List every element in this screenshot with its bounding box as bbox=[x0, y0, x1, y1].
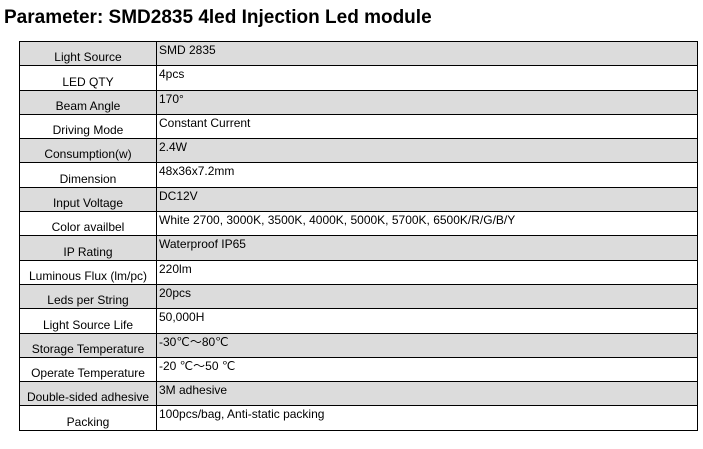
spec-table: Light Source SMD 2835 LED QTY 4pcs Beam Angl… bbox=[19, 40, 698, 431]
param-name: Color availbel bbox=[19, 211, 157, 237]
param-value: -20 ℃～50 ℃ bbox=[156, 356, 698, 383]
table-row: Light Source Life 50,000H bbox=[19, 308, 698, 334]
param-name: LED QTY bbox=[19, 65, 157, 91]
param-value: Constant Current bbox=[156, 113, 698, 140]
param-value: SMD 2835 bbox=[156, 40, 698, 67]
param-name: IP Rating bbox=[19, 235, 157, 261]
table-row: Storage Temperature -30℃～80℃ bbox=[19, 332, 698, 358]
param-value: 50,000H bbox=[156, 308, 698, 334]
param-value: 20pcs bbox=[156, 283, 698, 310]
param-name: Double-sided adhesive bbox=[19, 381, 157, 407]
table-row: Operate Temperature -20 ℃～50 ℃ bbox=[19, 356, 698, 383]
param-name: Dimension bbox=[19, 162, 157, 188]
table-row: Light Source SMD 2835 bbox=[19, 40, 698, 67]
param-name: Luminous Flux (lm/pc) bbox=[19, 259, 157, 285]
param-value: 2.4W bbox=[156, 138, 698, 164]
param-value: 100pcs/bag, Anti-static packing bbox=[156, 405, 698, 431]
table-row: Driving Mode Constant Current bbox=[19, 113, 698, 140]
title: Parameter: SMD2835 4led Injection Led mo… bbox=[4, 7, 432, 28]
param-name: Driving Mode bbox=[19, 113, 157, 140]
table-body: Light Source SMD 2835 LED QTY 4pcs Beam Angl… bbox=[19, 40, 698, 431]
param-name: Packing bbox=[19, 405, 157, 431]
table-row: Input Voltage DC12V bbox=[19, 186, 698, 213]
param-value: 170° bbox=[156, 89, 698, 115]
table-row: Beam Angle 170° bbox=[19, 89, 698, 115]
param-value: DC12V bbox=[156, 186, 698, 213]
param-value: 220lm bbox=[156, 259, 698, 285]
param-value: White 2700, 3000K, 3500K, 4000K, 5000K, … bbox=[156, 211, 698, 237]
table-row: Dimension 48x36x7.2mm bbox=[19, 162, 698, 188]
param-name: Consumption(w) bbox=[19, 138, 157, 164]
param-value: 3M adhesive bbox=[156, 381, 698, 407]
table-row: Consumption(w) 2.4W bbox=[19, 138, 698, 164]
table-row: Leds per String 20pcs bbox=[19, 283, 698, 310]
param-name: Input Voltage bbox=[19, 186, 157, 213]
param-value: -30℃～80℃ bbox=[156, 332, 698, 358]
table-row: Luminous Flux (lm/pc) 220lm bbox=[19, 259, 698, 285]
param-name: Leds per String bbox=[19, 283, 157, 310]
table-row: IP Rating Waterproof IP65 bbox=[19, 235, 698, 261]
table-row: Double-sided adhesive 3M adhesive bbox=[19, 381, 698, 407]
param-name: Light Source bbox=[19, 40, 157, 67]
param-name: Operate Temperature bbox=[19, 356, 157, 383]
table-row: LED QTY 4pcs bbox=[19, 65, 698, 91]
param-name: Storage Temperature bbox=[19, 332, 157, 358]
table-row: Color availbel White 2700, 3000K, 3500K, … bbox=[19, 211, 698, 237]
param-value: 4pcs bbox=[156, 65, 698, 91]
table-row: Packing 100pcs/bag, Anti-static packing bbox=[19, 405, 698, 431]
param-value: 48x36x7.2mm bbox=[156, 162, 698, 188]
param-name: Beam Angle bbox=[19, 89, 157, 115]
param-value: Waterproof IP65 bbox=[156, 235, 698, 261]
param-name: Light Source Life bbox=[19, 308, 157, 334]
